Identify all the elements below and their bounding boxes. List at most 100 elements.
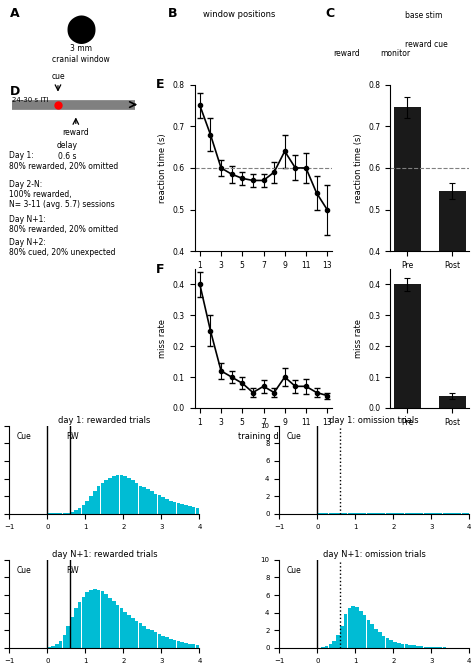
Bar: [82, 597, 85, 648]
Bar: [363, 615, 366, 648]
Bar: [347, 609, 351, 648]
Text: ⬤: ⬤: [66, 15, 97, 44]
Bar: [128, 615, 131, 648]
Bar: [169, 639, 173, 648]
Bar: [351, 606, 355, 648]
Bar: [386, 638, 389, 648]
Bar: [55, 645, 59, 648]
Text: window positions: window positions: [203, 10, 275, 19]
Bar: [184, 505, 188, 514]
Bar: [70, 617, 74, 648]
Text: RW: RW: [66, 566, 79, 575]
Bar: [74, 510, 78, 514]
Bar: [150, 491, 154, 514]
Bar: [424, 647, 427, 648]
Bar: [169, 500, 173, 514]
Bar: [112, 476, 116, 514]
Bar: [154, 494, 157, 514]
Bar: [401, 643, 404, 648]
Bar: [188, 643, 191, 648]
Bar: [332, 641, 336, 648]
Bar: [416, 646, 419, 648]
Bar: [59, 641, 63, 648]
Text: Day 1:
80% rewarded, 20% omitted: Day 1: 80% rewarded, 20% omitted: [9, 151, 119, 170]
Bar: [428, 647, 431, 648]
Y-axis label: miss rate: miss rate: [158, 319, 167, 358]
Bar: [158, 495, 161, 514]
Bar: [336, 635, 340, 648]
Text: 24-30 s ITI: 24-30 s ITI: [12, 97, 49, 103]
Bar: [188, 506, 191, 514]
Bar: [78, 602, 82, 648]
Text: Cue: Cue: [287, 566, 301, 575]
Title: day N+1: omission trials: day N+1: omission trials: [323, 550, 426, 559]
Text: E: E: [156, 78, 164, 91]
Bar: [435, 647, 438, 648]
Text: C: C: [326, 7, 335, 19]
Bar: [359, 611, 363, 648]
Bar: [89, 496, 93, 514]
Text: B: B: [167, 7, 177, 19]
Bar: [143, 626, 146, 648]
Bar: [405, 645, 408, 648]
Bar: [181, 642, 184, 648]
Text: Day N+1:
80% rewarded, 20% omitted: Day N+1: 80% rewarded, 20% omitted: [9, 214, 119, 234]
Bar: [146, 629, 150, 648]
Bar: [393, 108, 420, 418]
Bar: [119, 609, 123, 648]
Text: 3 mm
cranial window: 3 mm cranial window: [53, 45, 110, 64]
Bar: [51, 646, 55, 648]
Bar: [371, 624, 374, 648]
Bar: [139, 486, 142, 514]
Bar: [66, 512, 70, 514]
Title: day 1: omission trials: day 1: omission trials: [329, 415, 419, 425]
Bar: [173, 502, 176, 514]
Bar: [131, 618, 135, 648]
Text: Cue: Cue: [17, 432, 32, 441]
Bar: [85, 500, 89, 514]
Bar: [63, 513, 66, 514]
Bar: [143, 488, 146, 514]
Bar: [393, 285, 420, 408]
Bar: [108, 598, 112, 648]
Bar: [47, 647, 51, 648]
Bar: [116, 605, 119, 648]
Bar: [367, 620, 370, 648]
Bar: [59, 513, 63, 514]
Bar: [374, 629, 378, 648]
Text: cue: cue: [51, 72, 65, 81]
Bar: [108, 478, 112, 514]
Bar: [325, 646, 328, 648]
Y-axis label: reaction time (s): reaction time (s): [354, 133, 363, 203]
Bar: [162, 497, 165, 514]
Text: F: F: [156, 263, 164, 277]
Bar: [390, 640, 393, 648]
Bar: [412, 645, 416, 648]
Bar: [93, 491, 97, 514]
Bar: [356, 607, 359, 648]
Bar: [196, 508, 199, 514]
Bar: [177, 503, 180, 514]
Bar: [321, 647, 325, 648]
Bar: [409, 645, 412, 648]
Bar: [97, 590, 100, 648]
Title: day N+1: rewarded trials: day N+1: rewarded trials: [52, 550, 157, 559]
Bar: [70, 512, 74, 514]
Bar: [104, 480, 108, 514]
Bar: [192, 507, 195, 514]
Bar: [139, 623, 142, 648]
Bar: [378, 632, 382, 648]
Bar: [89, 590, 93, 648]
Bar: [154, 632, 157, 648]
Text: delay
0.6 s: delay 0.6 s: [56, 141, 77, 161]
Text: Day 2-N:
100% rewarded,
N= 3-11 (avg. 5.7) sessions: Day 2-N: 100% rewarded, N= 3-11 (avg. 5.…: [9, 180, 115, 209]
Text: reward: reward: [63, 128, 89, 137]
Bar: [135, 483, 138, 514]
Bar: [196, 645, 199, 648]
Bar: [66, 626, 70, 648]
Bar: [146, 489, 150, 514]
Bar: [74, 609, 78, 648]
Bar: [165, 499, 169, 514]
Bar: [116, 475, 119, 514]
Bar: [340, 626, 344, 648]
